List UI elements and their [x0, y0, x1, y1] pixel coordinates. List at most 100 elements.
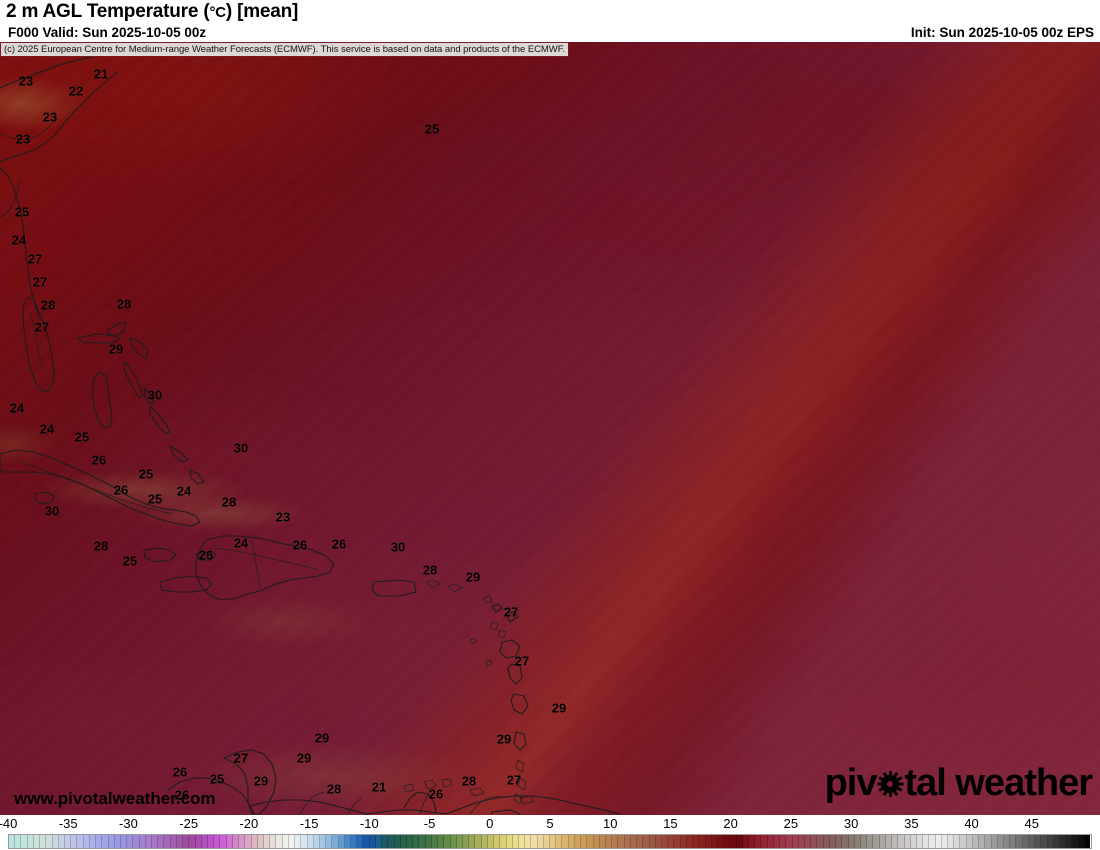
header: 2 m AGL Temperature (°C) [mean] F000 Val…	[0, 0, 1100, 42]
colorbar-swatch	[1041, 835, 1048, 848]
logo-text-part2: tal weather	[904, 762, 1093, 804]
colorbar-legend: -40 -35 -30 -25 -20 -15 -10 -5 0 5 10 15 20 25 30 35 40 4…	[0, 815, 1100, 850]
colorbar-swatch	[904, 835, 911, 848]
colorbar-swatch	[792, 835, 799, 848]
colorbar-swatch	[21, 835, 28, 848]
coastline-st-lucia	[513, 731, 527, 751]
colorbar-swatch	[749, 835, 756, 848]
colorbar-swatch	[786, 835, 793, 848]
colorbar-swatch	[494, 835, 501, 848]
colorbar-swatch	[9, 835, 16, 848]
colorbar-swatch	[848, 835, 855, 848]
colorbar-swatch	[195, 835, 202, 848]
colorbar-swatch	[854, 835, 861, 848]
boundary-inland-1	[0, 117, 57, 141]
colorbar-swatch	[655, 835, 662, 848]
colorbar-swatch	[500, 835, 507, 848]
colorbar-swatch	[462, 835, 470, 848]
colorbar-swatch	[780, 835, 787, 848]
coastline-cat-island	[143, 387, 155, 405]
coastline-guadeloupe	[499, 639, 521, 659]
colorbar-swatch	[251, 835, 258, 848]
colorbar-swatch	[382, 835, 389, 848]
coastline-st-vincent	[515, 759, 525, 773]
colorbar-swatch	[263, 835, 271, 848]
colorbar-swatch	[270, 835, 277, 848]
colorbar-swatch	[624, 835, 631, 848]
colorbar-swatch	[431, 835, 439, 848]
colorbar-swatch	[450, 835, 457, 848]
colorbar-swatch	[916, 835, 924, 848]
temperature-label: 28	[422, 562, 438, 578]
temperature-label: 24	[39, 421, 55, 437]
colorbar-swatch	[885, 835, 893, 848]
colorbar-swatch	[170, 835, 177, 848]
colorbar-swatch	[693, 835, 700, 848]
page-title: 2 m AGL Temperature (°C) [mean]	[6, 1, 298, 23]
colorbar-swatch	[811, 835, 818, 848]
temperature-label: 27	[506, 772, 522, 788]
temperature-label: 29	[465, 569, 481, 585]
colorbar-swatch	[923, 835, 930, 848]
colorbar-swatch	[730, 835, 737, 848]
contour-band-texture	[0, 42, 1100, 815]
colorbar-swatch	[313, 835, 320, 848]
colorbar-swatch	[618, 835, 625, 848]
coastline-islet-1	[469, 637, 477, 645]
temperature-label: 26	[172, 764, 188, 780]
colorbar-swatch	[873, 835, 880, 848]
temperature-label: 25	[147, 491, 163, 507]
coastline-long-island	[149, 405, 171, 435]
temperature-label: 21	[371, 779, 387, 795]
site-url-watermark: www.pivotalweather.com	[14, 789, 216, 808]
colorbar-swatch	[587, 835, 594, 848]
coastline-dominica	[507, 663, 523, 685]
colorbar-swatch	[649, 835, 656, 848]
colorbar-swatch	[83, 835, 90, 848]
colorbar-tick: 0	[486, 816, 494, 831]
colorbar-swatch	[332, 835, 339, 848]
colorbar-tick: 20	[723, 816, 738, 831]
coastline-anguilla	[447, 583, 463, 593]
colorbar-swatch	[892, 835, 899, 848]
coastline-tiburon-peninsula	[159, 575, 213, 593]
colorbar-tick: -20	[239, 816, 259, 831]
colorbar-swatch	[208, 835, 215, 848]
colorbar-swatch	[537, 835, 544, 848]
colorbar-swatch	[71, 835, 78, 848]
coastline-st-martin	[491, 603, 503, 613]
temperature-label: 27	[233, 750, 249, 766]
colorbar-swatch	[817, 835, 824, 848]
colorbar-swatch	[935, 835, 942, 848]
colorbar-gradient[interactable]	[8, 834, 1092, 849]
colorbar-swatch	[1053, 835, 1060, 848]
colorbar-tick-labels: -40 -35 -30 -25 -20 -15 -10 -5 0 5 10 15 20 25 30 35 40 4…	[0, 815, 1100, 833]
colorbar-swatch	[755, 835, 762, 848]
colorbar-swatch	[58, 835, 65, 848]
colorbar-swatch	[120, 835, 128, 848]
temperature-label: 26	[174, 787, 190, 803]
colorbar-swatch	[27, 835, 34, 848]
colorbar-swatch	[599, 835, 606, 848]
colorbar-swatch	[288, 835, 296, 848]
colorbar-swatch	[680, 835, 687, 848]
colorbar-swatch	[127, 835, 134, 848]
colorbar-swatch	[705, 835, 712, 848]
colorbar-swatch	[1072, 835, 1079, 848]
colorbar-swatch	[413, 835, 420, 848]
colorbar-swatch	[201, 835, 208, 848]
colorbar-swatch	[860, 835, 868, 848]
temperature-label: 30	[390, 539, 406, 555]
colorbar-swatch	[1059, 835, 1067, 848]
colorbar-swatch	[77, 835, 84, 848]
colorbar-swatch	[991, 835, 998, 848]
colorbar-swatch	[307, 835, 314, 848]
colorbar-swatch	[879, 835, 886, 848]
temperature-cool-ridge	[0, 42, 1100, 815]
map-canvas[interactable]: (c) 2025 European Centre for Medium-rang…	[0, 42, 1100, 815]
coastline-gonave	[195, 551, 217, 561]
colorbar-swatch	[979, 835, 986, 848]
colorbar-swatch	[805, 835, 812, 848]
colorbar-swatch	[997, 835, 1004, 848]
